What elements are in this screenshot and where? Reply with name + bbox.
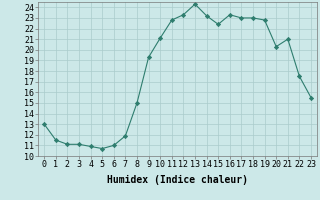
X-axis label: Humidex (Indice chaleur): Humidex (Indice chaleur) <box>107 175 248 185</box>
